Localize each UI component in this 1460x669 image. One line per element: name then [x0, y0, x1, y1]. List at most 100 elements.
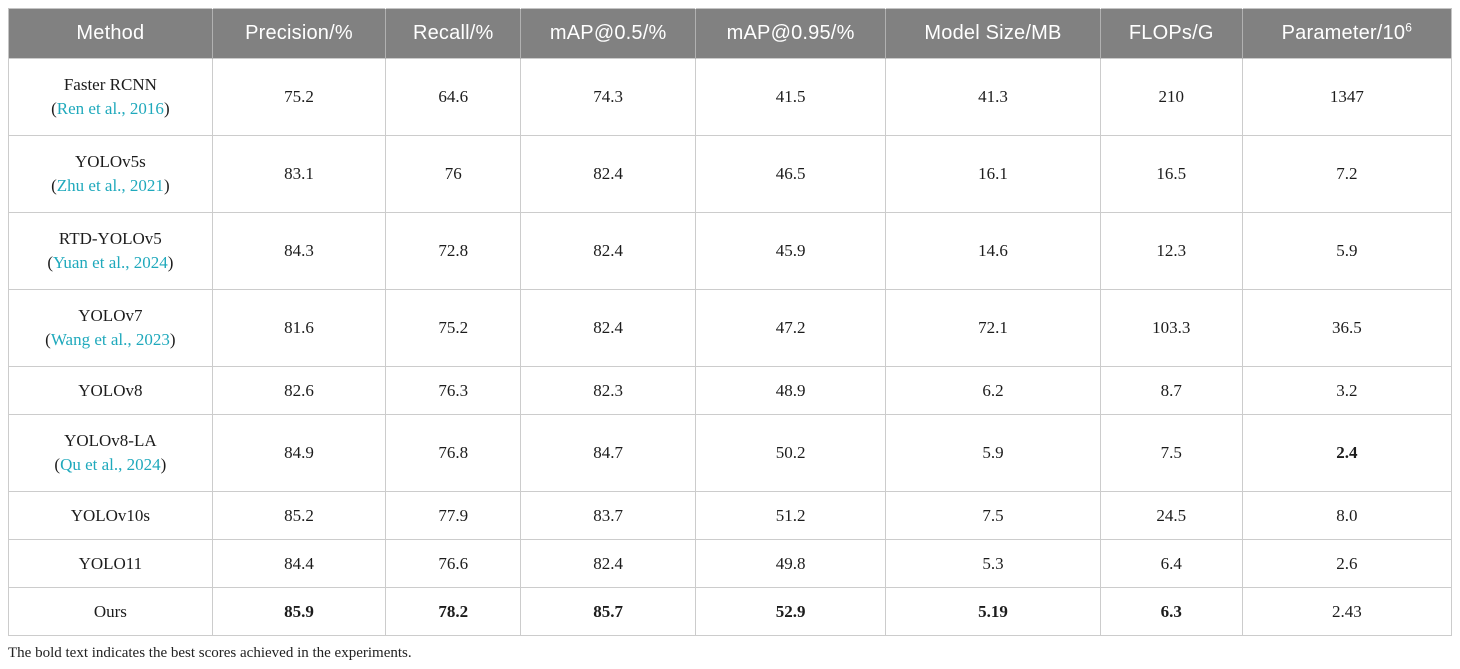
value-cell: 81.6	[211, 289, 387, 367]
column-header-method: Method	[8, 8, 213, 59]
table-row: YOLOv8 82.6 76.3 82.3 48.9 6.2 8.7 3.2	[8, 366, 1453, 415]
citation-link[interactable]: Wang et al., 2023	[50, 330, 170, 349]
value-cell: 85.7	[520, 587, 697, 636]
column-header-map095: mAP@0.95/%	[695, 8, 887, 59]
value-cell: 84.3	[211, 212, 387, 290]
method-citation: (Wang et al., 2023)	[15, 328, 206, 352]
method-cell: Faster RCNN (Ren et al., 2016)	[8, 58, 213, 136]
column-header-label: mAP@0.5/%	[549, 22, 667, 44]
citation-link[interactable]: Qu et al., 2024	[60, 455, 161, 474]
method-name: YOLOv10s	[70, 505, 151, 525]
value-cell: 74.3	[520, 58, 697, 136]
value-cell: 82.4	[520, 212, 697, 290]
value-cell: 75.2	[211, 58, 387, 136]
method-cell: YOLOv7 (Wang et al., 2023)	[8, 289, 213, 367]
value-cell: 5.3	[885, 539, 1101, 588]
value-cell: 1347	[1241, 58, 1453, 136]
value-cell: 48.9	[695, 366, 887, 415]
value-cell: 45.9	[695, 212, 887, 290]
value-cell: 64.6	[385, 58, 522, 136]
table-row: YOLOv7 (Wang et al., 2023) 81.6 75.2 82.4 47.…	[8, 289, 1453, 367]
value-cell: 6.4	[1099, 539, 1243, 588]
citation-paren-open: (	[45, 330, 51, 349]
value-cell: 49.8	[695, 539, 887, 588]
method-citation: (Yuan et al., 2024)	[15, 251, 206, 275]
value-cell: 8.0	[1241, 491, 1453, 540]
value-cell: 24.5	[1099, 491, 1243, 540]
method-cell: YOLOv10s	[8, 491, 213, 540]
value-cell: 6.3	[1099, 587, 1243, 636]
value-cell: 210	[1099, 58, 1243, 136]
table-footnote: The bold text indicates the best scores …	[8, 645, 412, 661]
citation-link[interactable]: Zhu et al., 2021	[56, 176, 164, 195]
value-cell: 82.4	[520, 135, 697, 213]
value-cell: 72.8	[385, 212, 522, 290]
citation-paren-close: )	[163, 176, 170, 195]
method-name: RTD-YOLOv5	[58, 229, 162, 248]
column-header-recall: Recall/%	[385, 8, 522, 59]
value-cell: 6.2	[885, 366, 1101, 415]
value-cell: 7.5	[1099, 414, 1243, 492]
value-cell: 3.2	[1241, 366, 1453, 415]
table-row: YOLO11 84.4 76.6 82.4 49.8 5.3 6.4 2.6	[8, 539, 1453, 588]
value-cell: 5.9	[1241, 212, 1453, 290]
column-header-label: mAP@0.95/%	[726, 22, 855, 44]
value-cell: 72.1	[885, 289, 1101, 367]
value-cell: 76	[385, 135, 522, 213]
citation-link[interactable]: Ren et al., 2016	[56, 99, 164, 118]
value-cell: 7.5	[885, 491, 1101, 540]
citation-paren-open: (	[54, 455, 61, 474]
column-header-precision: Precision/%	[212, 8, 387, 59]
value-cell: 51.2	[695, 491, 887, 540]
method-citation: (Ren et al., 2016)	[15, 97, 206, 121]
value-cell: 82.3	[520, 366, 697, 415]
value-cell: 75.2	[385, 289, 522, 367]
citation-paren-close: )	[167, 253, 174, 272]
table-row: YOLOv8-LA (Qu et al., 2024) 84.9 76.8 84.7 50…	[8, 414, 1453, 492]
value-cell: 103.3	[1099, 289, 1243, 367]
value-cell: 50.2	[695, 414, 887, 492]
value-cell: 84.4	[211, 539, 387, 588]
header-row: Method Precision/% Recall/% mAP@0.5/% mAP@0.…	[8, 8, 1452, 59]
value-cell: 2.43	[1241, 587, 1453, 636]
citation-paren-close: )	[163, 99, 170, 118]
table-head: Method Precision/% Recall/% mAP@0.5/% mAP@0.…	[8, 8, 1452, 59]
value-cell: 76.3	[385, 366, 522, 415]
method-name: Ours	[93, 601, 127, 621]
column-header-flops: FLOPs/G	[1100, 8, 1243, 59]
value-cell: 41.5	[695, 58, 887, 136]
value-cell: 2.4	[1241, 414, 1453, 492]
column-header-parameter: Parameter/106	[1242, 8, 1452, 59]
citation-paren-close: )	[169, 330, 176, 349]
value-cell: 78.2	[385, 587, 522, 636]
method-cell: YOLOv8-LA (Qu et al., 2024)	[8, 414, 213, 492]
results-table: Method Precision/% Recall/% mAP@0.5/% mAP@0.…	[8, 8, 1453, 636]
value-cell: 5.9	[885, 414, 1101, 492]
value-cell: 7.2	[1241, 135, 1453, 213]
table-row: YOLOv10s 85.2 77.9 83.7 51.2 7.5 24.5 8.0	[8, 491, 1453, 540]
results-table-container: Method Precision/% Recall/% mAP@0.5/% mAP@0.…	[8, 8, 1453, 662]
value-cell: 85.9	[211, 587, 387, 636]
method-cell: RTD-YOLOv5 (Yuan et al., 2024)	[8, 212, 213, 290]
column-header-label: Parameter/10	[1281, 22, 1406, 44]
citation-paren-open: (	[47, 253, 53, 272]
value-cell: 5.19	[885, 587, 1101, 636]
column-header-map05: mAP@0.5/%	[520, 8, 697, 59]
value-cell: 2.6	[1241, 539, 1453, 588]
citation-link[interactable]: Yuan et al., 2024	[52, 253, 168, 272]
value-cell: 83.1	[211, 135, 387, 213]
value-cell: 16.5	[1099, 135, 1243, 213]
column-header-model-size: Model Size/MB	[885, 8, 1101, 59]
value-cell: 82.4	[520, 289, 697, 367]
value-cell: 85.2	[211, 491, 387, 540]
value-cell: 16.1	[885, 135, 1101, 213]
method-citation: (Qu et al., 2024)	[15, 453, 206, 477]
method-name: YOLOv5s	[74, 152, 146, 171]
method-citation: (Zhu et al., 2021)	[15, 174, 206, 198]
method-name: Faster RCNN	[63, 75, 157, 94]
method-cell: YOLOv8	[8, 366, 213, 415]
value-cell: 46.5	[695, 135, 887, 213]
column-header-label: Model Size/MB	[924, 22, 1062, 44]
value-cell: 8.7	[1099, 366, 1243, 415]
